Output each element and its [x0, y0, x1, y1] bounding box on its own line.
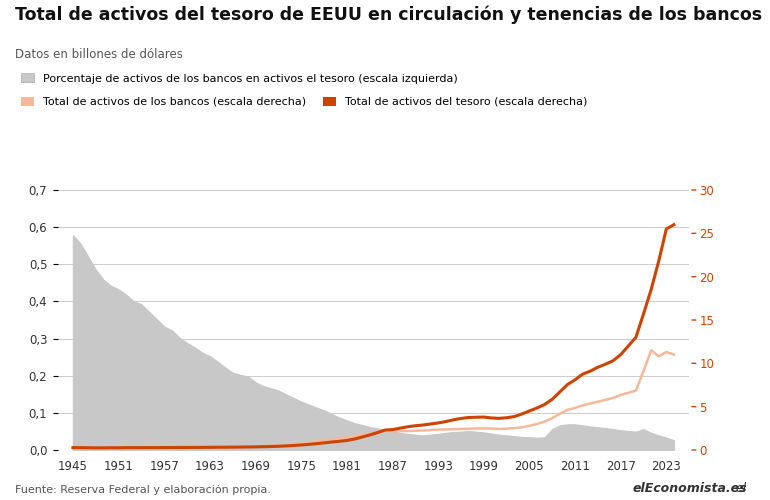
Legend: Total de activos de los bancos (escala derecha), Total de activos del tesoro (es: Total de activos de los bancos (escala d…	[21, 96, 588, 107]
Text: Total de activos del tesoro de EEUU en circulación y tenencias de los bancos: Total de activos del tesoro de EEUU en c…	[15, 5, 762, 24]
Legend: Porcentaje de activos de los bancos en activos el tesoro (escala izquierda): Porcentaje de activos de los bancos en a…	[21, 73, 458, 84]
Text: Datos en billones de dólares: Datos en billones de dólares	[15, 48, 183, 60]
Text: Fuente: Reserva Federal y elaboración propia.: Fuente: Reserva Federal y elaboración pr…	[15, 484, 271, 495]
Text: el: el	[735, 482, 747, 495]
Text: elEconomista.es: elEconomista.es	[632, 482, 747, 495]
